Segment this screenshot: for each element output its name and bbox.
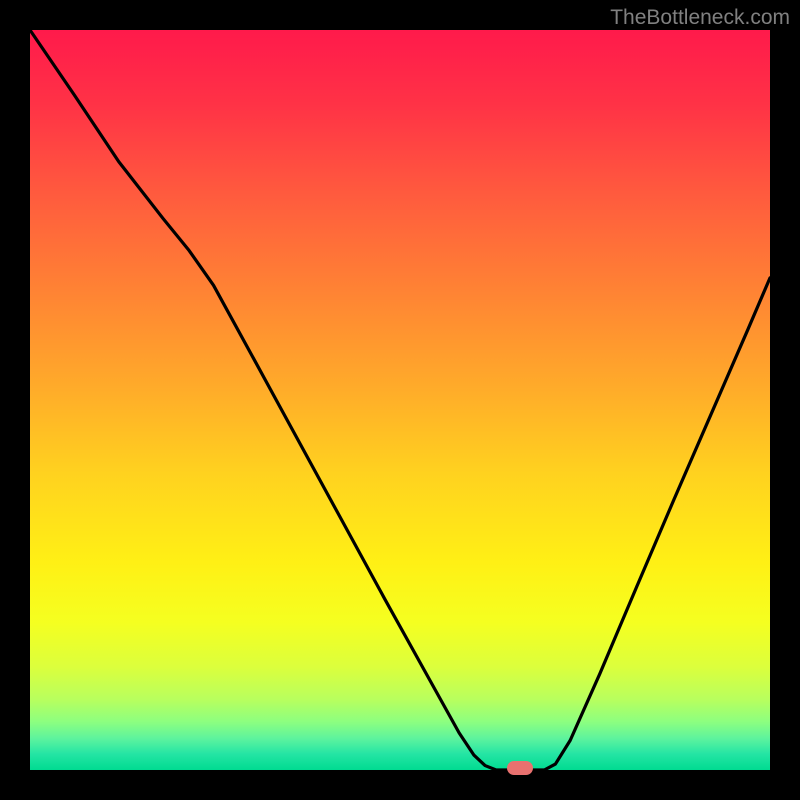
plot-area xyxy=(30,30,770,770)
watermark-text: TheBottleneck.com xyxy=(610,6,790,30)
chart-wrapper xyxy=(0,0,800,800)
bottleneck-plot-svg xyxy=(30,30,770,770)
gradient-background xyxy=(30,30,770,770)
optimal-point-marker xyxy=(507,761,533,775)
